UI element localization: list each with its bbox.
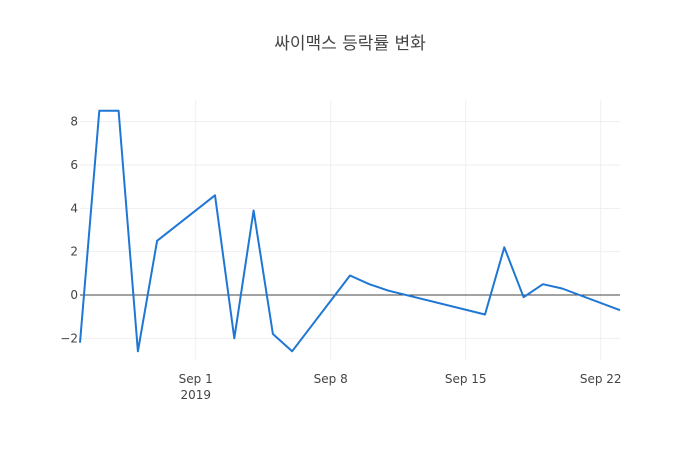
data-point <box>348 273 353 278</box>
x-axis-ticks: Sep 1 2019 Sep 8 Sep 15 Sep 22 <box>179 372 622 402</box>
data-point <box>502 245 507 250</box>
data-point <box>386 288 391 293</box>
chart-title: 싸이맥스 등락률 변화 <box>274 34 426 54</box>
y-axis-ticks: −2 0 2 4 6 8 <box>60 115 78 346</box>
data-point <box>213 193 218 198</box>
data-point <box>116 108 121 113</box>
data-point <box>618 308 623 313</box>
data-point <box>155 238 160 243</box>
x-tick-label: Sep 8 <box>314 372 348 386</box>
data-point <box>560 286 565 291</box>
data-point <box>270 332 275 337</box>
data-point <box>483 312 488 317</box>
data-point <box>521 295 526 300</box>
data-point <box>135 349 140 354</box>
x-tick-label: Sep 22 <box>580 372 622 386</box>
x-tick-sublabel: 2019 <box>180 388 211 402</box>
y-tick-label: 4 <box>70 201 78 215</box>
grid-layer <box>80 100 620 360</box>
data-point <box>290 349 295 354</box>
y-tick-label: 2 <box>70 245 78 259</box>
data-point <box>540 282 545 287</box>
data-point <box>232 336 237 341</box>
series-line <box>79 109 621 353</box>
y-tick-label: 6 <box>70 158 78 172</box>
y-tick-label: −2 <box>60 331 78 345</box>
data-point <box>97 108 102 113</box>
data-point <box>78 340 83 345</box>
x-tick-label: Sep 15 <box>445 372 487 386</box>
x-tick-label: Sep 1 <box>179 372 213 386</box>
y-tick-label: 0 <box>70 288 78 302</box>
data-point <box>367 282 372 287</box>
series-layer <box>78 108 623 354</box>
y-tick-label: 8 <box>70 115 78 129</box>
data-point <box>251 208 256 213</box>
